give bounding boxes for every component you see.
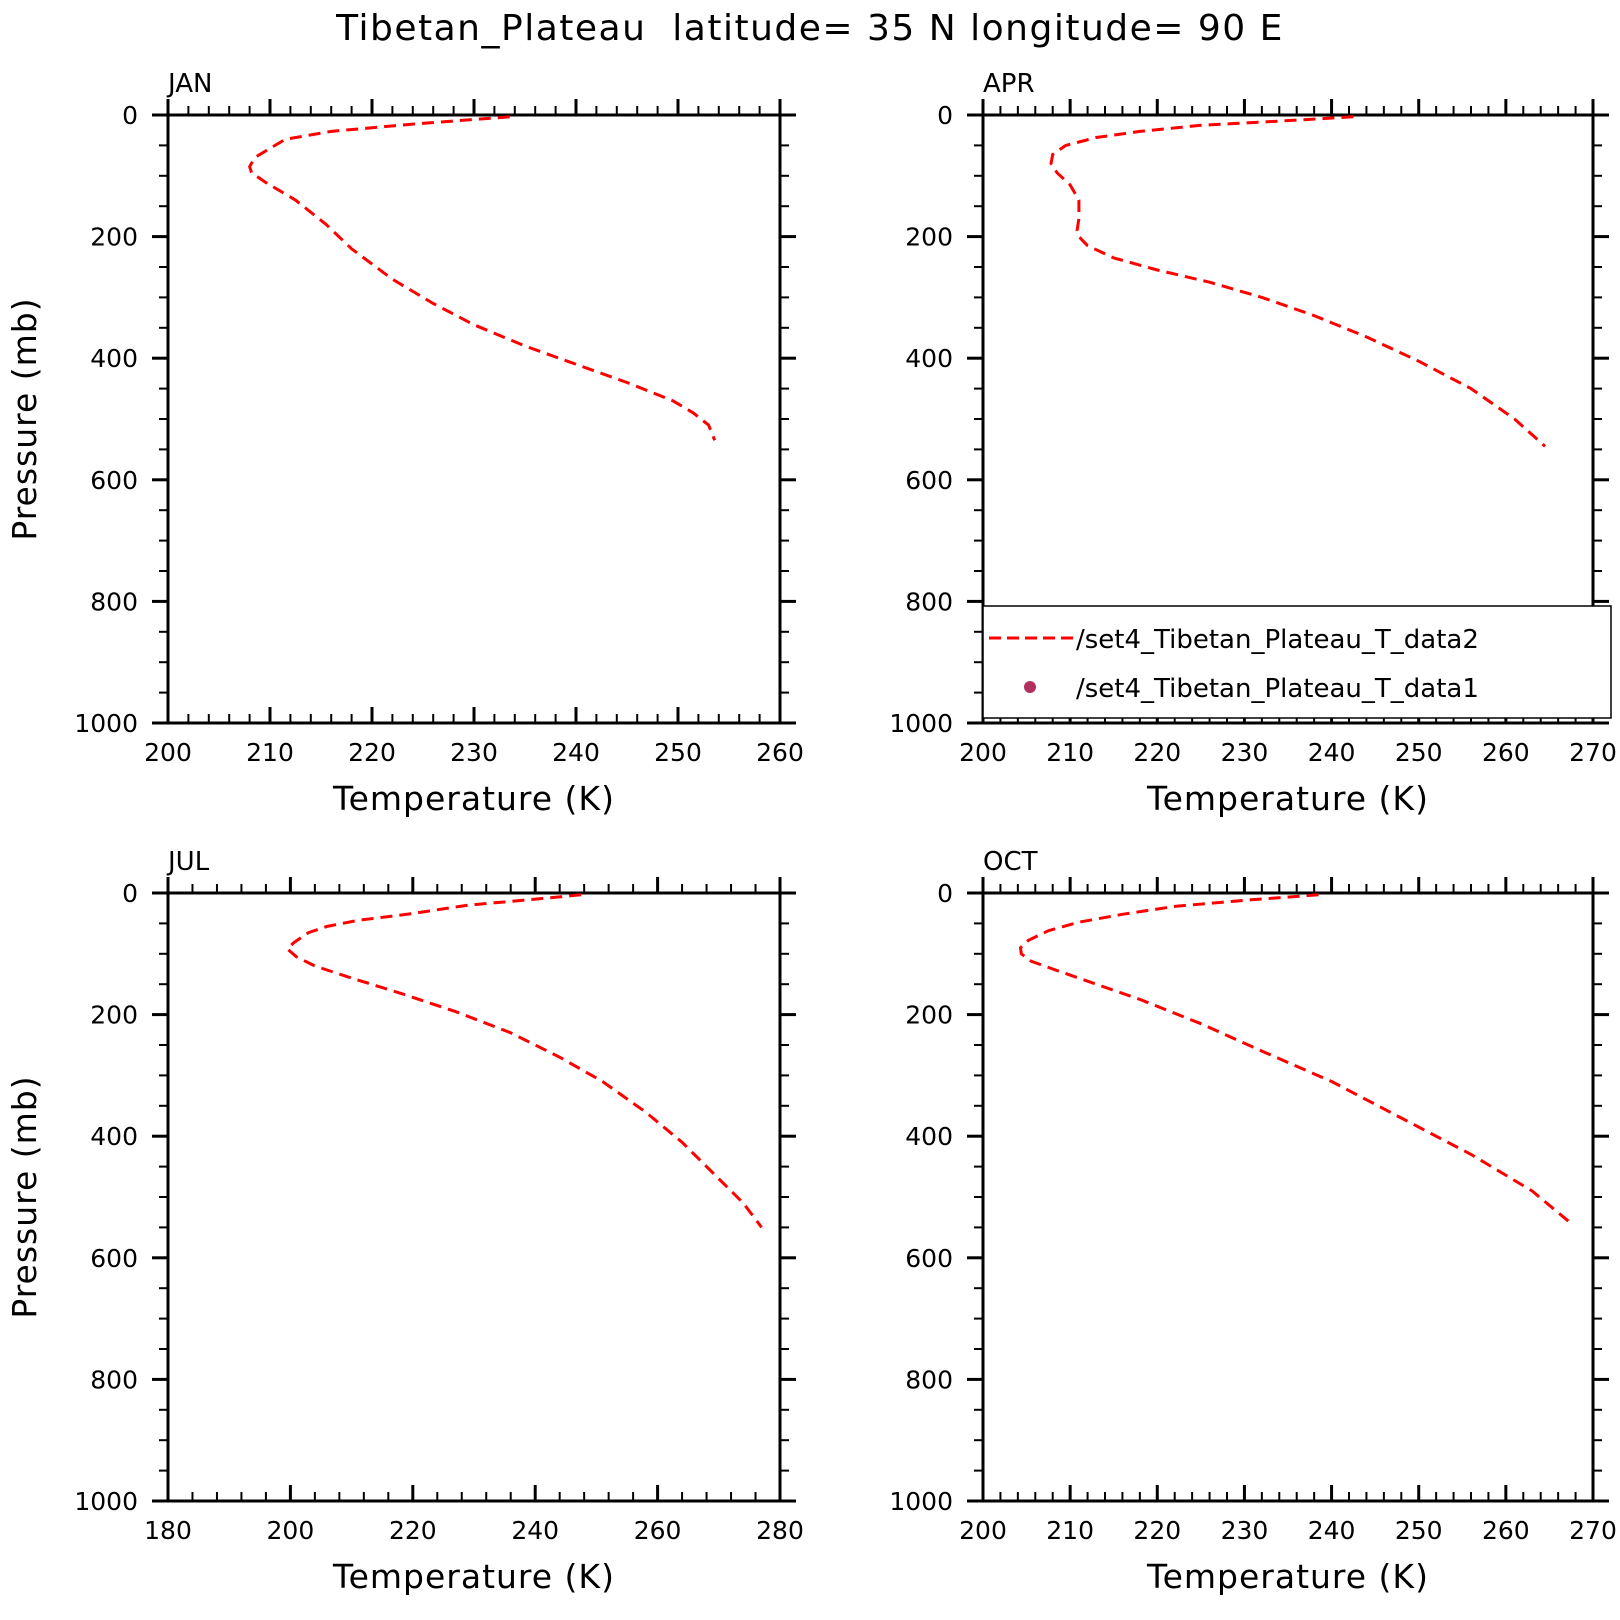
y-tick-label: 0 — [122, 101, 138, 130]
y-tick-label: 200 — [90, 1001, 138, 1030]
x-axis-title: Temperature (K) — [1146, 779, 1429, 818]
panel-title: OCT — [983, 847, 1038, 877]
panel-jul: 180 200 220 240 260 280 0 200 400 600 800 1000 JUL Te… — [5, 847, 804, 1596]
panel-title: APR — [983, 69, 1035, 99]
series-line-data2 — [248, 115, 717, 441]
panel-title: JUL — [166, 847, 210, 877]
x-tick-label: 260 — [634, 1516, 682, 1545]
plot-frame — [166, 891, 782, 1503]
y-tick-label: 800 — [905, 587, 953, 616]
x-tick-label: 210 — [1046, 738, 1094, 767]
panel-jan: 200 210 220 230 240 250 260 0 200 400 600 800 1000 JA… — [5, 69, 804, 818]
x-tick-label: 230 — [450, 738, 498, 767]
x-tick-label: 180 — [144, 1516, 192, 1545]
y-tick-label: 1000 — [889, 709, 953, 738]
x-tick-label: 280 — [756, 1516, 804, 1545]
x-tick-label: 260 — [1482, 738, 1530, 767]
legend-dot-swatch — [1024, 681, 1036, 693]
x-tick-label: 250 — [654, 738, 702, 767]
x-tick-label: 220 — [1133, 738, 1181, 767]
x-tick-label: 270 — [1569, 738, 1617, 767]
x-tick-label: 250 — [1395, 738, 1443, 767]
panel-title: JAN — [166, 69, 212, 99]
y-tick-label: 600 — [905, 1244, 953, 1273]
x-tick-label: 200 — [959, 738, 1007, 767]
figure-title: Tibetan_Plateau latitude= 35 N longitude… — [335, 8, 1284, 49]
x-tick-label: 200 — [959, 1516, 1007, 1545]
y-tick-label: 400 — [90, 344, 138, 373]
x-tick-label: 260 — [756, 738, 804, 767]
y-tick-label: 0 — [937, 101, 953, 130]
plot-frame — [981, 891, 1595, 1503]
x-tick-label: 250 — [1395, 1516, 1443, 1545]
x-tick-label: 200 — [144, 738, 192, 767]
x-tick-label: 260 — [1482, 1516, 1530, 1545]
y-tick-label: 0 — [937, 879, 953, 908]
x-tick-label: 200 — [267, 1516, 315, 1545]
y-tick-label: 600 — [90, 1244, 138, 1273]
y-tick-label: 1000 — [889, 1487, 953, 1516]
legend-entry-label: /set4_Tibetan_Plateau_T_data2 — [1076, 625, 1479, 655]
legend-entry-label: /set4_Tibetan_Plateau_T_data1 — [1076, 674, 1479, 704]
y-tick-label: 400 — [905, 1122, 953, 1151]
x-tick-label: 240 — [511, 1516, 559, 1545]
series-line-data2 — [1049, 115, 1547, 448]
x-tick-label: 210 — [1046, 1516, 1094, 1545]
x-tick-label: 230 — [1221, 738, 1269, 767]
y-tick-label: 200 — [905, 223, 953, 252]
y-tick-label: 800 — [90, 587, 138, 616]
x-tick-label: 230 — [1221, 1516, 1269, 1545]
x-tick-label: 270 — [1569, 1516, 1617, 1545]
x-axis-title: Temperature (K) — [1146, 1557, 1429, 1596]
plot-frame — [166, 113, 782, 725]
x-tick-label: 220 — [348, 738, 396, 767]
x-tick-label: 220 — [1133, 1516, 1181, 1545]
series-line-data2 — [1019, 893, 1570, 1223]
y-tick-label: 1000 — [74, 709, 138, 738]
y-tick-label: 400 — [90, 1122, 138, 1151]
y-tick-label: 200 — [90, 223, 138, 252]
x-axis-title: Temperature (K) — [332, 1557, 615, 1596]
panels: 200 210 220 230 240 250 260 0 200 400 600 800 1000 JA… — [5, 69, 1617, 1596]
y-tick-label: 1000 — [74, 1487, 138, 1516]
x-tick-label: 210 — [246, 738, 294, 767]
x-tick-label: 220 — [389, 1516, 437, 1545]
y-tick-label: 0 — [122, 879, 138, 908]
x-tick-label: 240 — [1308, 1516, 1356, 1545]
x-axis-title: Temperature (K) — [332, 779, 615, 818]
y-tick-label: 800 — [90, 1365, 138, 1394]
y-axis-title: Pressure (mb) — [5, 1075, 44, 1318]
series-line-data2 — [285, 893, 763, 1229]
y-tick-label: 400 — [905, 344, 953, 373]
panel-oct: 200 210 220 230 240 250 260 270 0 200 400 600 800 100… — [889, 847, 1616, 1596]
y-tick-label: 600 — [905, 466, 953, 495]
y-tick-label: 600 — [90, 466, 138, 495]
y-axis-title: Pressure (mb) — [5, 297, 44, 540]
y-tick-label: 800 — [905, 1365, 953, 1394]
legend-box — [982, 605, 1612, 719]
x-tick-label: 240 — [1308, 738, 1356, 767]
y-tick-label: 200 — [905, 1001, 953, 1030]
x-tick-label: 240 — [552, 738, 600, 767]
legend: /set4_Tibetan_Plateau_T_data2/set4_Tibet… — [982, 605, 1612, 719]
